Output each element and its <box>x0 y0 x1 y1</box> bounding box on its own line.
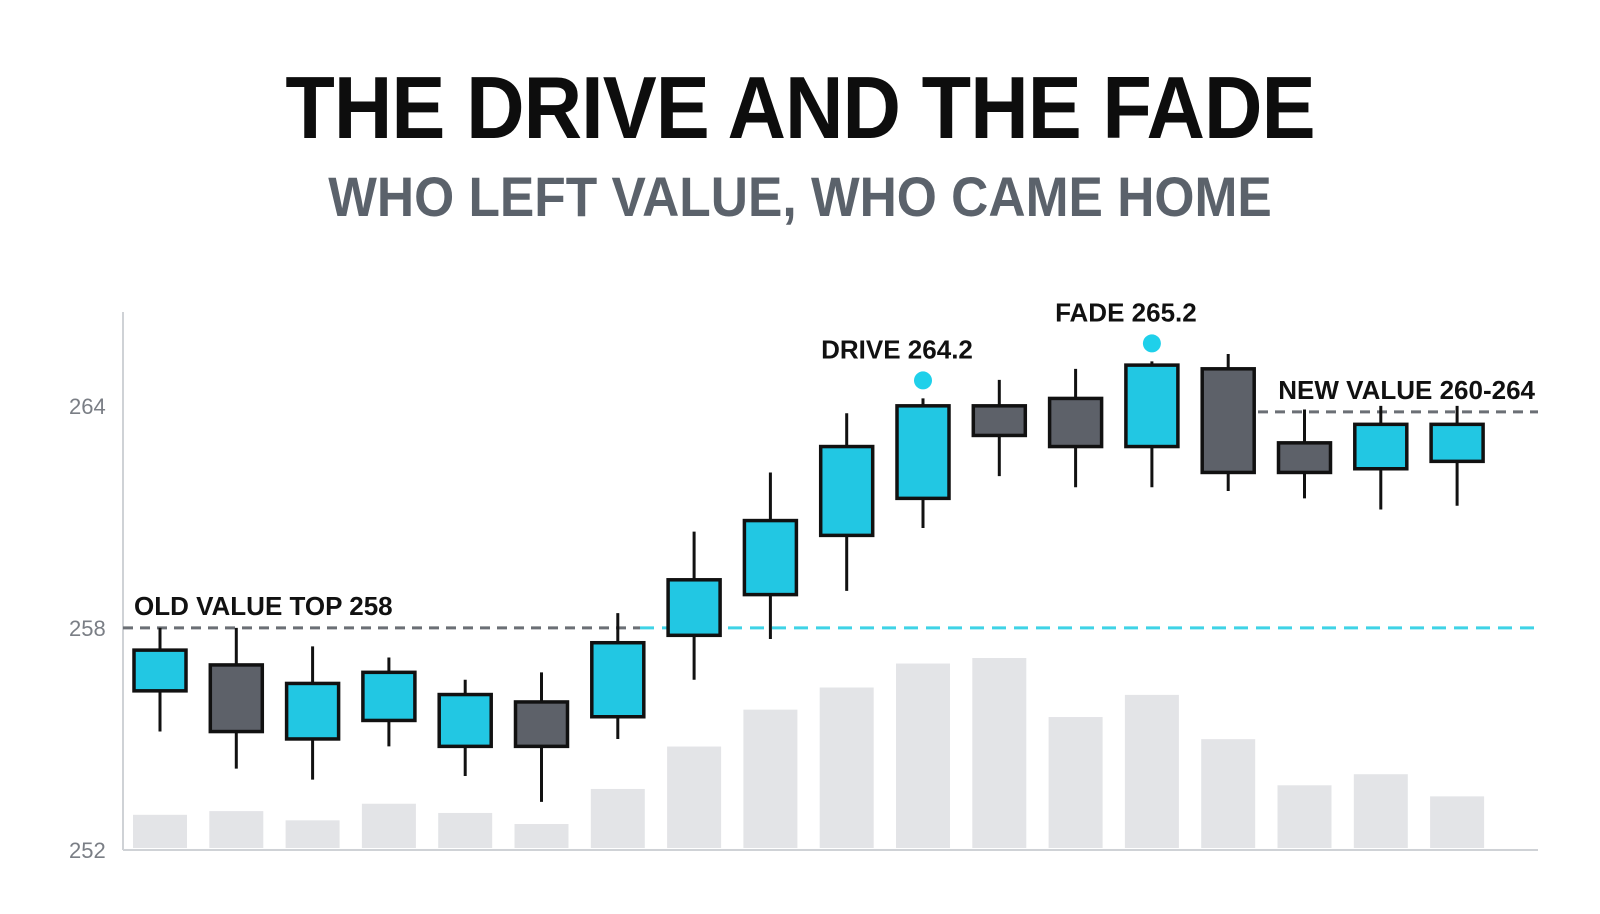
candle-body <box>1200 367 1256 475</box>
candle-body <box>437 692 493 749</box>
bullish-candle <box>132 627 188 732</box>
fade-label: FADE 265.2 <box>1055 297 1197 327</box>
volume-bar <box>667 746 722 848</box>
candle-body <box>590 640 646 719</box>
candle-body <box>1047 396 1104 449</box>
volume-bar <box>896 663 950 848</box>
y-tick-label: 258 <box>69 616 106 641</box>
bullish-candle <box>818 413 875 591</box>
volume-bar <box>514 824 569 848</box>
y-tick-label: 252 <box>69 838 106 863</box>
candle-body <box>895 404 951 501</box>
volume-bar <box>972 658 1027 848</box>
candles <box>132 354 1485 802</box>
bullish-candle <box>1353 405 1409 510</box>
volume-bars <box>133 658 1485 848</box>
candle-body <box>1124 363 1180 449</box>
volume-bar <box>1124 694 1179 848</box>
bearish-candle <box>1200 354 1256 491</box>
bullish-candle <box>1429 405 1485 506</box>
candle-body <box>284 681 341 741</box>
y-tick-labels: 252 258 264 <box>69 394 106 863</box>
volume-bar <box>1201 739 1256 848</box>
volume-bar <box>361 803 416 848</box>
candle-body <box>513 700 570 749</box>
marker-dot <box>1142 334 1161 353</box>
candle-body <box>742 518 799 597</box>
bullish-candle <box>666 531 722 680</box>
volume-bar <box>819 687 874 848</box>
bullish-candle <box>284 646 341 780</box>
bullish-candle <box>742 472 799 640</box>
volume-bar <box>1430 796 1485 848</box>
bullish-candle <box>590 613 646 739</box>
volume-bar <box>743 709 798 848</box>
candle-body <box>1276 441 1333 475</box>
drive-label: DRIVE 264.2 <box>821 334 973 364</box>
candle-body <box>971 404 1028 438</box>
bullish-candle <box>437 679 493 776</box>
chart-title: THE DRIVE AND THE FADE <box>285 58 1315 157</box>
bearish-candle <box>208 627 265 769</box>
reference-lines <box>123 410 1538 630</box>
candle-body <box>1429 422 1485 464</box>
volume-bar <box>133 814 187 848</box>
volume-bar <box>285 820 340 848</box>
candle-body <box>666 578 722 638</box>
bearish-candle <box>1047 368 1104 488</box>
new-value-label: NEW VALUE 260-264 <box>1278 375 1535 405</box>
bearish-candle <box>971 379 1028 477</box>
volume-bar <box>1353 774 1408 848</box>
annotations: OLD VALUE TOP 258 NEW VALUE 260-264 DRIVE … <box>134 297 1536 621</box>
candle-body <box>818 444 875 538</box>
candle-body <box>132 648 188 693</box>
marker-dot <box>914 371 932 390</box>
old-value-top-label: OLD VALUE TOP 258 <box>134 591 393 621</box>
chart-subtitle: WHO LEFT VALUE, WHO CAME HOME <box>328 165 1272 228</box>
candle-body <box>1353 422 1409 471</box>
bearish-candle <box>1276 409 1333 499</box>
markers <box>914 334 1161 390</box>
volume-bar <box>209 811 264 848</box>
candle-body <box>361 670 417 723</box>
bullish-candle <box>1124 361 1180 488</box>
bullish-candle <box>895 398 951 528</box>
volume-bar <box>1048 717 1103 848</box>
candle-body <box>208 663 265 734</box>
bearish-candle <box>513 672 570 802</box>
axes <box>122 312 1538 851</box>
bullish-candle <box>361 657 417 747</box>
volume-bar <box>1277 785 1332 848</box>
volume-bar <box>590 788 645 848</box>
volume-bar <box>438 812 493 848</box>
y-tick-label: 264 <box>69 394 106 419</box>
